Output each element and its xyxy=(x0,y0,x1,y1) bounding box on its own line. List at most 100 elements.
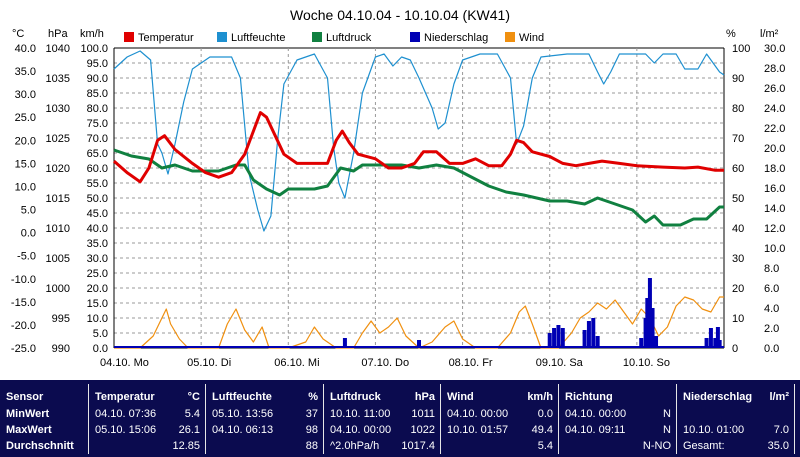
tick-label-pressure: 1040 xyxy=(46,43,70,55)
tick-label-wind: 45.0 xyxy=(87,208,108,220)
stats-rain-max: 7.0 xyxy=(773,424,789,436)
tick-label-rain: 4.0 xyxy=(764,303,779,315)
stats-rain-title: Niederschlag xyxy=(683,391,753,403)
chart-grid xyxy=(113,47,725,349)
tick-label-rain: 0.0 xyxy=(764,343,779,355)
rain-bar xyxy=(654,336,659,348)
x-label: 06.10. Mi xyxy=(274,357,319,369)
tick-label-wind: 10.0 xyxy=(87,313,108,325)
stats-pressure-min: 1011 xyxy=(411,408,435,420)
tick-label-rain: 14.0 xyxy=(764,203,785,215)
stats-temperature-min: 5.4 xyxy=(184,408,200,420)
tick-label-wind: 40.0 xyxy=(87,223,108,235)
tick-label-rain: 26.0 xyxy=(764,83,785,95)
series-line-luftdruck xyxy=(113,148,724,227)
stats-rain-max-time: 10.10. 01:00 xyxy=(683,424,745,436)
rain-bar xyxy=(708,328,713,348)
tick-label-pressure: 1030 xyxy=(46,103,70,115)
stats-pressure-column: Luftdruck hPa 10.10. 11:00 1011 04.10. 00:… xyxy=(324,384,441,454)
legend-label: Wind xyxy=(519,32,544,44)
tick-label-temp: 5.0 xyxy=(21,205,36,217)
tick-label-wind: 20.0 xyxy=(87,283,108,295)
tick-label-wind: 100.0 xyxy=(80,43,108,55)
tick-label-pressure: 995 xyxy=(52,313,70,325)
tick-label-humidity: 50 xyxy=(732,193,744,205)
rain-bar xyxy=(591,318,596,348)
rain-bar xyxy=(595,336,600,348)
tick-label-rain: 12.0 xyxy=(764,223,785,235)
axis-tick-labels: 40.0 35.0 30.0 25.0 20.0 15.0 10.0 5.0 0.0 -5.0 -1… xyxy=(11,43,786,355)
rain-bar xyxy=(417,340,421,348)
tick-label-rain: 8.0 xyxy=(764,263,779,275)
tick-label-humidity: 70 xyxy=(732,133,744,145)
tick-label-humidity: 30 xyxy=(732,253,744,265)
stats-wind-avg: 5.4 xyxy=(537,440,553,452)
series-line-luftfeuchte xyxy=(113,50,725,232)
legend-swatch xyxy=(312,32,322,42)
stats-wind-min: 0.0 xyxy=(537,408,553,420)
rain-bar xyxy=(645,298,650,348)
tick-label-wind: 55.0 xyxy=(87,178,108,190)
tick-label-rain: 18.0 xyxy=(764,163,785,175)
rain-bar xyxy=(713,338,718,348)
tick-label-temp: -25.0 xyxy=(11,343,36,355)
stats-humidity-column: Luftfeuchte% 05.10. 13:56 37 04.10. 06:13… xyxy=(206,384,324,454)
stats-temperature-max-time: 05.10. 15:06 xyxy=(95,424,157,436)
stats-pressure-trend: ^2.0hPa/h xyxy=(330,440,380,452)
stats-direction-max: N xyxy=(663,424,671,436)
stats-wind-max-time: 10.10. 01:57 xyxy=(447,424,509,436)
tick-label-temp: 0.0 xyxy=(21,228,36,240)
stats-humidity-title: Luftfeuchte xyxy=(212,391,272,403)
rain-bar xyxy=(342,338,347,348)
tick-label-humidity: 80 xyxy=(732,103,744,115)
tick-label-wind: 70.0 xyxy=(87,133,108,145)
stats-temperature-avg: 12.85 xyxy=(172,440,200,452)
chart-series xyxy=(113,50,725,349)
tick-label-pressure: 1010 xyxy=(46,223,70,235)
tick-label-humidity: 20 xyxy=(732,283,744,295)
x-label: 09.10. Sa xyxy=(536,357,584,369)
stats-direction-min: N xyxy=(663,408,671,420)
tick-label-wind: 90.0 xyxy=(87,73,108,85)
rain-bar xyxy=(560,328,565,348)
tick-label-wind: 50.0 xyxy=(87,193,108,205)
tick-label-pressure: 1005 xyxy=(46,253,70,265)
tick-label-rain: 24.0 xyxy=(764,103,785,115)
x-label: 05.10. Di xyxy=(187,357,231,369)
stats-humidity-max-time: 04.10. 06:13 xyxy=(212,424,274,436)
stats-wind-title: Wind xyxy=(447,391,474,403)
tick-label-temp: 35.0 xyxy=(15,66,36,78)
stats-wind-column: Wind km/h 04.10. 00:00 0.0 10.10. 01:57 49.… xyxy=(441,384,559,454)
tick-label-rain: 16.0 xyxy=(764,183,785,195)
legend-swatch xyxy=(410,32,420,42)
stats-temperature-column: Temperatur °C 04.10. 07:36 5.4 05.10. 15:0… xyxy=(89,384,206,454)
tick-label-wind: 0.0 xyxy=(93,343,108,355)
tick-label-rain: 30.0 xyxy=(764,43,785,55)
rain-bar xyxy=(647,278,652,348)
stats-wind-min-time: 04.10. 00:00 xyxy=(447,408,509,420)
rain-bar xyxy=(586,321,591,348)
tick-label-wind: 25.0 xyxy=(87,268,108,280)
stats-humidity-min: 37 xyxy=(305,408,318,420)
tick-label-temp: -20.0 xyxy=(11,320,36,332)
stats-rain-total: 35.0 xyxy=(767,440,789,452)
stats-temperature-unit: °C xyxy=(187,391,200,403)
stats-temperature-title: Temperatur xyxy=(95,391,155,403)
rain-bar xyxy=(556,325,561,348)
stats-humidity-avg: 88 xyxy=(305,440,318,452)
legend-swatch xyxy=(217,32,227,42)
tick-label-temp: 25.0 xyxy=(15,112,36,124)
tick-label-humidity: 0 xyxy=(732,343,738,355)
stats-rain-column: Niederschlag l/m² 10.10. 01:00 7.0 Gesamt:… xyxy=(677,384,795,454)
tick-label-temp: 15.0 xyxy=(15,158,36,170)
stats-direction-max-time: 04.10. 09:11 xyxy=(565,424,626,436)
tick-label-wind: 35.0 xyxy=(87,238,108,250)
axis-unit-rain: l/m² xyxy=(760,28,779,40)
legend-swatch xyxy=(505,32,515,42)
tick-label-rain: 28.0 xyxy=(764,63,785,75)
tick-label-pressure: 990 xyxy=(52,343,70,355)
tick-label-wind: 80.0 xyxy=(87,103,108,115)
tick-label-wind: 65.0 xyxy=(87,148,108,160)
tick-label-rain: 10.0 xyxy=(764,243,785,255)
tick-label-wind: 75.0 xyxy=(87,118,108,130)
